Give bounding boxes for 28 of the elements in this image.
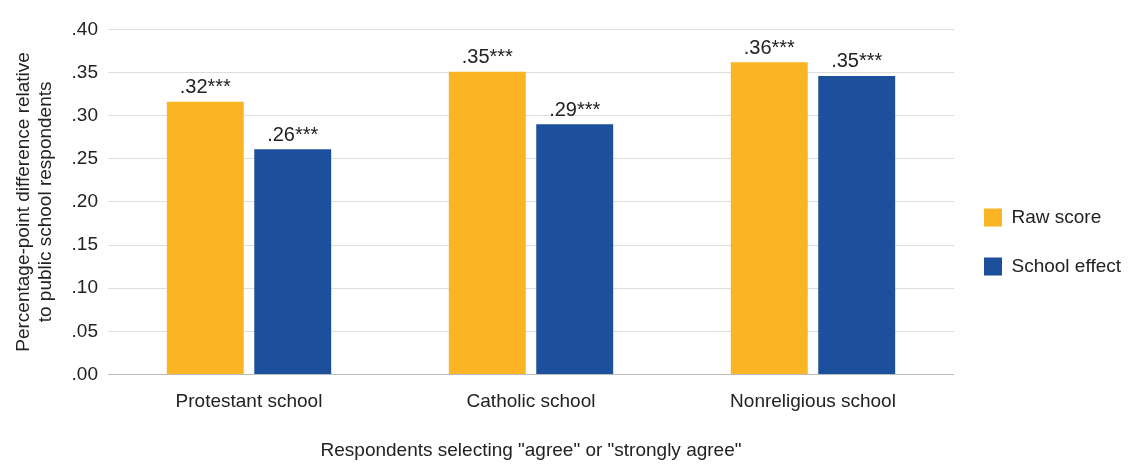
bar [536,124,614,374]
bar [818,75,896,374]
data-label: .36*** [743,35,796,58]
bar [166,101,244,374]
data-label: .26*** [267,122,319,145]
data-label: .32*** [179,75,232,98]
x-tick-label: Catholic school [466,390,596,412]
y-tick-label: .20 [71,190,99,212]
bar [730,62,808,374]
y-axis-title: Percentage-point difference relative to public school respondents [11,52,56,352]
bar [448,71,526,374]
data-label: .29*** [549,97,601,120]
data-label: .35*** [831,49,883,72]
legend-label: Raw score [1011,205,1102,227]
y-tick-label: .25 [71,147,99,169]
y-tick-label: .40 [71,17,99,39]
x-tick-label: Protestant school [175,390,323,412]
y-tick-label: .05 [71,319,99,341]
x-tick-label: Nonreligious school [730,390,896,412]
bar [254,149,332,374]
legend-label: School effect [1011,254,1122,276]
x-axis-title: Respondents selecting "agree" or "strongly agree" [320,438,742,460]
data-label: .35*** [461,45,514,68]
y-tick-label: .10 [71,276,99,298]
y-tick-label: .00 [71,362,99,384]
y-tick-label: .30 [71,103,99,125]
y-tick-label: .35 [71,60,99,82]
y-tick-label: .15 [71,233,99,255]
